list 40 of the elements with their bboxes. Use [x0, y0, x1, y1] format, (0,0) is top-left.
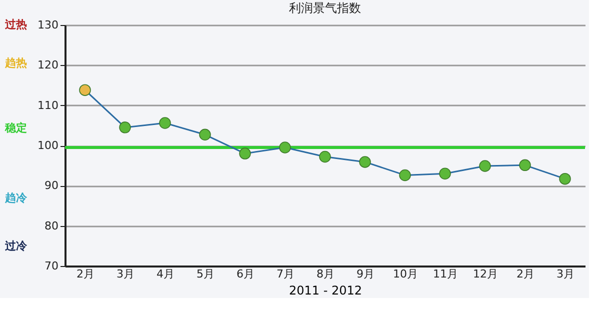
x-tick-label: 3月 — [556, 268, 574, 280]
x-tick-label: 11月 — [433, 268, 458, 280]
text: 趋冷 — [4, 192, 28, 205]
point — [279, 142, 291, 154]
y-tick-label: 110 — [38, 98, 58, 112]
x-tick-label: 8月 — [316, 268, 334, 280]
text: 过热 — [4, 18, 27, 31]
point — [239, 148, 251, 160]
x-tick-label: 9月 — [356, 268, 374, 280]
x-tick-label: 7月 — [276, 268, 294, 280]
x-tick-label: 10月 — [393, 268, 418, 280]
x-tick-label: 3月 — [116, 268, 134, 280]
x-tick-label: 4月 — [156, 268, 174, 280]
y-tick-label: 90 — [44, 179, 58, 192]
x-tick-label: 2月 — [76, 268, 94, 280]
point — [559, 172, 571, 185]
y-tick-label: 120 — [38, 58, 58, 72]
x-tick-label: 6月 — [236, 268, 254, 280]
y-tick-label: 130 — [38, 18, 58, 32]
point — [119, 122, 131, 134]
point — [159, 117, 171, 129]
y-tick-label: 100 — [38, 139, 58, 152]
point — [479, 160, 491, 172]
chart-title: 利润景气指数 — [289, 1, 361, 15]
x-tick-label: 2月 — [516, 268, 534, 280]
point — [319, 150, 331, 163]
point — [199, 128, 211, 141]
text: 过冷 — [4, 240, 28, 253]
point — [519, 159, 531, 172]
point — [79, 84, 91, 96]
point — [399, 169, 411, 182]
x-tick-label: 12月 — [473, 268, 498, 280]
y-tick-label: 70 — [44, 260, 58, 272]
y-tick-label: 80 — [44, 219, 58, 232]
text: 趋热 — [4, 56, 27, 70]
point — [359, 156, 371, 168]
text: 稳定 — [4, 122, 27, 135]
point — [439, 168, 451, 180]
x-axis-title: 2011 - 2012 — [288, 284, 362, 298]
x-tick-label: 5月 — [196, 268, 214, 280]
